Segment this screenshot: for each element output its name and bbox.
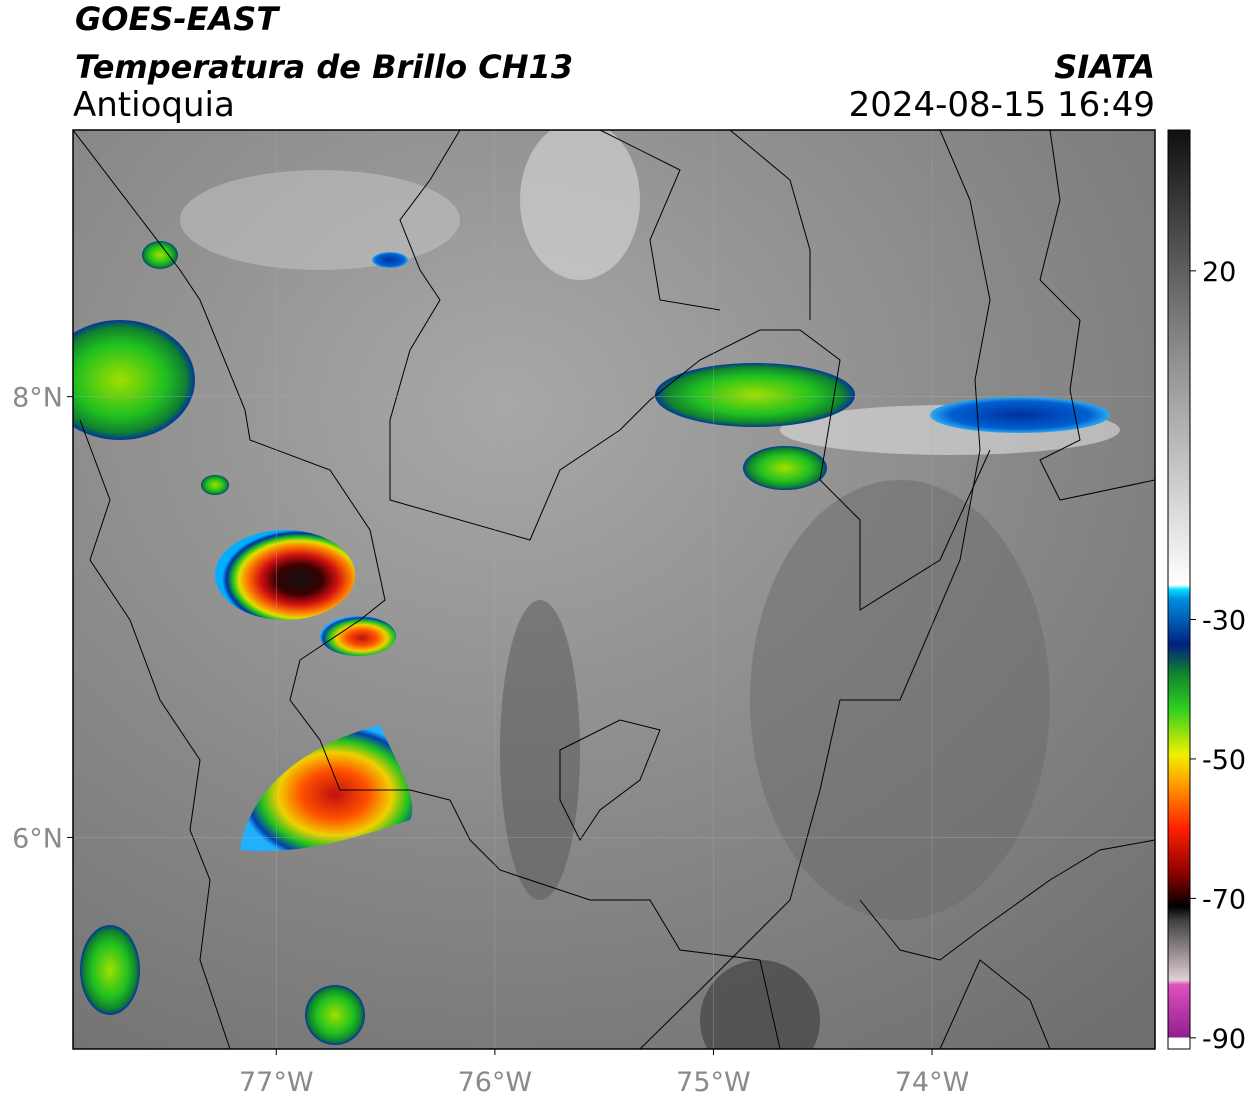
colorbar bbox=[1167, 129, 1191, 1050]
x-tick-label: 76°W bbox=[458, 1067, 533, 1098]
subtitle: Temperatura de Brillo CH13 bbox=[75, 48, 573, 86]
source: SIATA bbox=[1054, 48, 1155, 86]
colorbar-tick-label: -70 bbox=[1202, 884, 1246, 915]
graticule bbox=[73, 130, 1155, 1049]
datetime: 2024-08-15 16:49 bbox=[849, 85, 1155, 125]
y-tick-label: 8°N bbox=[12, 383, 63, 414]
colorbar-tick-label: -30 bbox=[1202, 605, 1246, 636]
map-frame bbox=[72, 129, 1156, 1050]
x-tick-label: 75°W bbox=[676, 1067, 751, 1098]
region: Antioquia bbox=[73, 85, 235, 125]
colorbar-tick-label: -90 bbox=[1202, 1024, 1246, 1055]
colorbar-tick-label: -50 bbox=[1202, 745, 1246, 776]
satellite-image bbox=[73, 130, 1155, 1049]
x-tick-label: 77°W bbox=[239, 1067, 314, 1098]
colorbar-tick-label: 20 bbox=[1202, 257, 1236, 288]
y-tick-label: 6°N bbox=[12, 823, 63, 854]
title: GOES-EAST bbox=[75, 0, 280, 38]
x-tick-label: 74°W bbox=[895, 1067, 970, 1098]
